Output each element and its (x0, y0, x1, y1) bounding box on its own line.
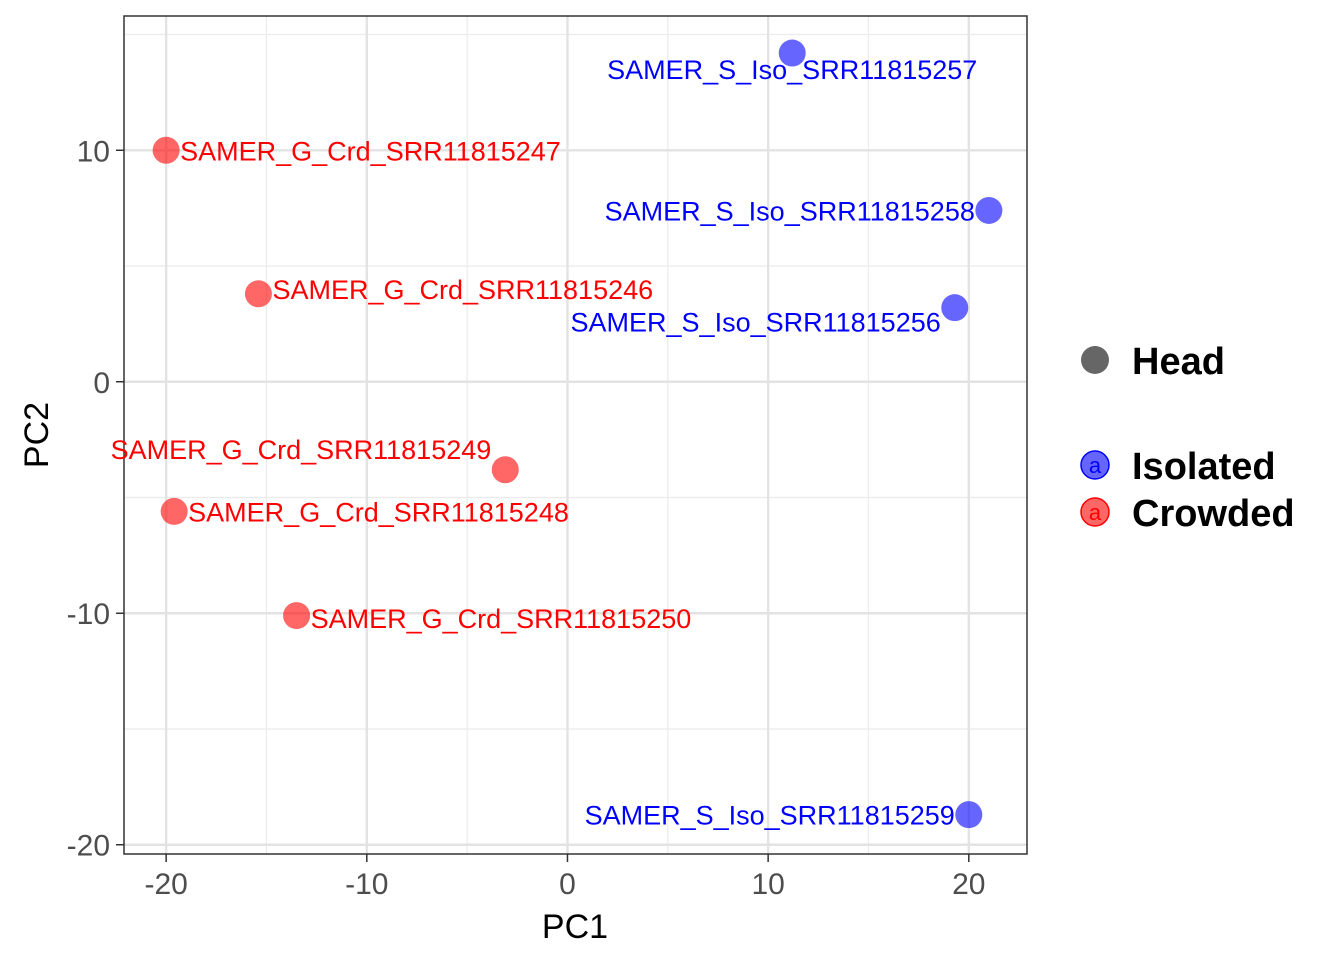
legend-glyph: a (1089, 453, 1102, 478)
x-tick-label: -20 (144, 868, 187, 901)
legend-head-label: Head (1132, 341, 1225, 383)
data-point-crowded (152, 136, 180, 164)
data-point-isolated (975, 196, 1003, 224)
legend-label-crowded: Crowded (1132, 493, 1295, 535)
y-tick-label: 10 (77, 135, 110, 168)
y-axis: -20 -10 0 10 (67, 135, 124, 863)
data-point-crowded (491, 456, 519, 484)
x-tick-label: 10 (751, 868, 784, 901)
point-label: SAMER_S_Iso_SRR11815258 (605, 196, 975, 226)
point-label: SAMER_G_Crd_SRR11815250 (311, 604, 692, 634)
plot-panel-border (123, 15, 1028, 855)
data-point-crowded (283, 602, 311, 630)
y-tick-label: -20 (67, 830, 110, 863)
legend-glyph: a (1089, 500, 1102, 525)
data-point-crowded (244, 280, 272, 308)
legend-key-isolated (1080, 450, 1110, 480)
point-label: SAMER_S_Iso_SRR11815256 (571, 308, 941, 338)
legend-label-isolated: Isolated (1132, 446, 1276, 488)
x-tick-label: -10 (345, 868, 388, 901)
x-axis: -20 -10 0 10 20 (144, 854, 985, 901)
grid-lines (124, 16, 1027, 854)
point-label: SAMER_G_Crd_SRR11815248 (188, 497, 569, 527)
y-tick-label: 0 (93, 367, 110, 400)
y-tick-label: -10 (67, 598, 110, 631)
data-point-isolated (778, 39, 806, 67)
point-label: SAMER_G_Crd_SRR11815246 (272, 275, 653, 305)
x-tick-label: 0 (559, 868, 576, 901)
data-point-crowded (160, 497, 188, 525)
y-axis-title: PC2 (18, 402, 56, 468)
legend-head-key (1081, 346, 1109, 374)
data-point-isolated (941, 294, 969, 322)
point-label: SAMER_S_Iso_SRR11815257 (607, 55, 977, 85)
point-labels-layer: SAMER_S_Iso_SRR11815257 SAMER_S_Iso_SRR11… (111, 55, 978, 830)
points-layer (152, 39, 1003, 829)
point-label: SAMER_S_Iso_SRR11815259 (585, 801, 955, 831)
data-point-isolated (955, 801, 983, 829)
point-label: SAMER_G_Crd_SRR11815247 (180, 136, 561, 166)
legend: Head a Isolated a Crowded (1080, 341, 1295, 535)
point-label: SAMER_G_Crd_SRR11815249 (111, 435, 492, 465)
x-axis-title: PC1 (542, 908, 608, 946)
x-tick-label: 20 (952, 868, 985, 901)
legend-key-crowded (1080, 497, 1110, 527)
